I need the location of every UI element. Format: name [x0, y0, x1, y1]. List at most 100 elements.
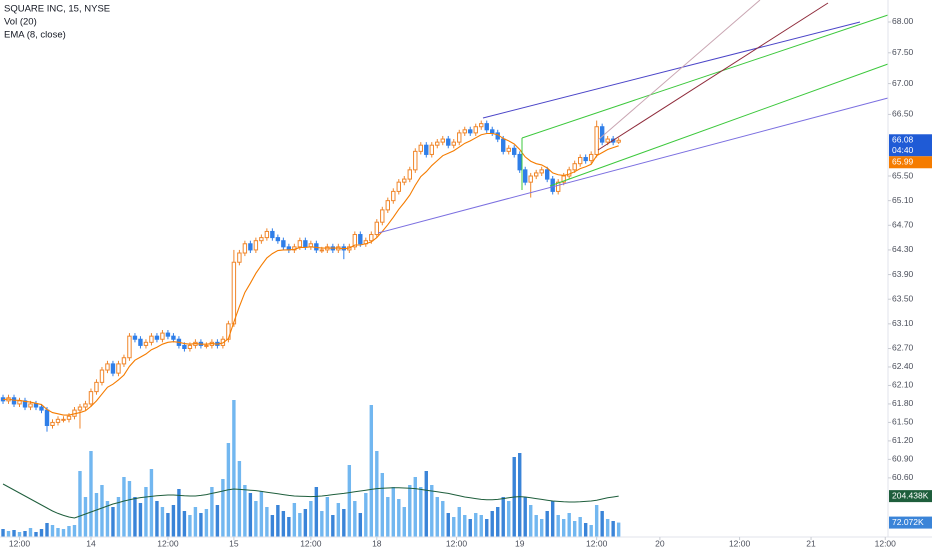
candle-body — [149, 335, 154, 343]
trend-line — [482, 21, 861, 119]
trend-line — [597, 2, 829, 151]
candle-body — [237, 252, 242, 263]
volume-bar — [259, 491, 264, 537]
volume-bar — [369, 405, 374, 537]
volume-bar — [17, 532, 22, 537]
y-tick-label: 63.90 — [892, 269, 914, 279]
candle-body — [418, 144, 423, 152]
volume-bar — [254, 501, 258, 537]
volume-bar — [72, 525, 77, 537]
candle-body — [319, 249, 325, 252]
volume-bar — [358, 513, 363, 537]
candle-body — [264, 230, 270, 239]
last-price-label: 66.08 — [892, 135, 914, 145]
volume-bar — [380, 473, 385, 537]
ema-line — [2, 132, 619, 416]
volume-bar — [507, 501, 511, 537]
volume-bar — [111, 507, 115, 537]
volume-bar — [353, 501, 357, 537]
trend-line — [597, 0, 761, 141]
y-tick-label: 65.10 — [892, 195, 914, 205]
volume-bar — [572, 521, 577, 537]
volume-bar — [446, 513, 450, 537]
volume-bar — [287, 517, 291, 537]
candle-body — [385, 200, 390, 211]
volume-bar — [1, 529, 5, 537]
volume-bar — [457, 507, 461, 537]
volume-ma-label: 204.438K — [892, 490, 929, 500]
candle-body — [94, 381, 99, 393]
volume-bar — [61, 529, 66, 537]
y-tick-label: 62.40 — [892, 361, 914, 371]
volume-bar — [78, 471, 82, 537]
candle-body — [523, 169, 528, 183]
volume-bar — [270, 515, 275, 537]
candle-body — [275, 237, 281, 242]
volume-bar — [485, 519, 489, 537]
volume-bar — [138, 503, 143, 537]
candle-body — [83, 403, 88, 408]
volume-bar — [281, 511, 286, 537]
y-tick-label: 63.10 — [892, 318, 914, 328]
candle-body — [165, 332, 171, 337]
y-tick-label: 62.10 — [892, 380, 914, 390]
candle-body — [33, 403, 39, 408]
candle-body — [391, 190, 396, 202]
candle-body — [583, 157, 588, 162]
volume-bar — [331, 515, 335, 537]
candle-body — [352, 234, 358, 248]
volume-bar — [540, 519, 544, 537]
y-tick-label: 60.90 — [892, 454, 914, 464]
candle-body — [303, 240, 308, 248]
volume-bar — [567, 513, 571, 537]
y-tick-label: 63.50 — [892, 293, 914, 303]
volume-bar — [116, 497, 121, 537]
candle-body — [253, 240, 259, 251]
candle-body — [451, 141, 456, 146]
candle-body — [88, 391, 94, 405]
candle-body — [127, 335, 132, 359]
candle-body — [429, 144, 434, 155]
volume-bar — [243, 485, 247, 537]
x-tick-label: 12:00 — [157, 538, 179, 548]
volume-bar — [397, 499, 401, 537]
volume-bar — [611, 521, 615, 537]
indicator-legend: EMA (8, close) — [4, 30, 66, 41]
indicator-legend: Vol (20) — [4, 17, 37, 28]
candle-body — [28, 403, 33, 408]
trend-line — [521, 14, 889, 139]
volume-bar — [166, 513, 170, 537]
candle-body — [259, 237, 264, 242]
candle-body — [55, 418, 61, 423]
candle-body — [599, 126, 605, 143]
candle-body — [143, 341, 149, 346]
volume-bar — [122, 477, 126, 537]
candle-body — [281, 240, 286, 248]
y-tick-label: 65.50 — [892, 170, 914, 180]
candle-body — [561, 175, 566, 183]
candle-body — [132, 335, 138, 340]
volume-bar — [529, 505, 533, 537]
y-tick-label: 67.50 — [892, 47, 914, 57]
volume-bar — [386, 497, 390, 537]
y-tick-label: 68.00 — [892, 16, 914, 26]
candle-body — [413, 150, 418, 171]
volume-bar — [534, 515, 538, 537]
volume-bar — [56, 528, 60, 537]
volume-bar — [452, 517, 456, 537]
volume-badge — [889, 516, 932, 529]
candle-body — [187, 344, 193, 349]
volume-bar — [545, 511, 549, 537]
volume-bar — [342, 509, 346, 537]
candle-body — [138, 338, 143, 346]
volume-bar — [276, 505, 280, 537]
volume-bar — [314, 487, 319, 537]
candle-body — [402, 178, 407, 183]
volume-bar — [347, 465, 352, 537]
volume-bar — [67, 526, 71, 537]
candle-body — [616, 139, 621, 143]
volume-bar — [298, 513, 302, 537]
candle-body — [479, 123, 484, 128]
volume-bar — [309, 501, 313, 537]
